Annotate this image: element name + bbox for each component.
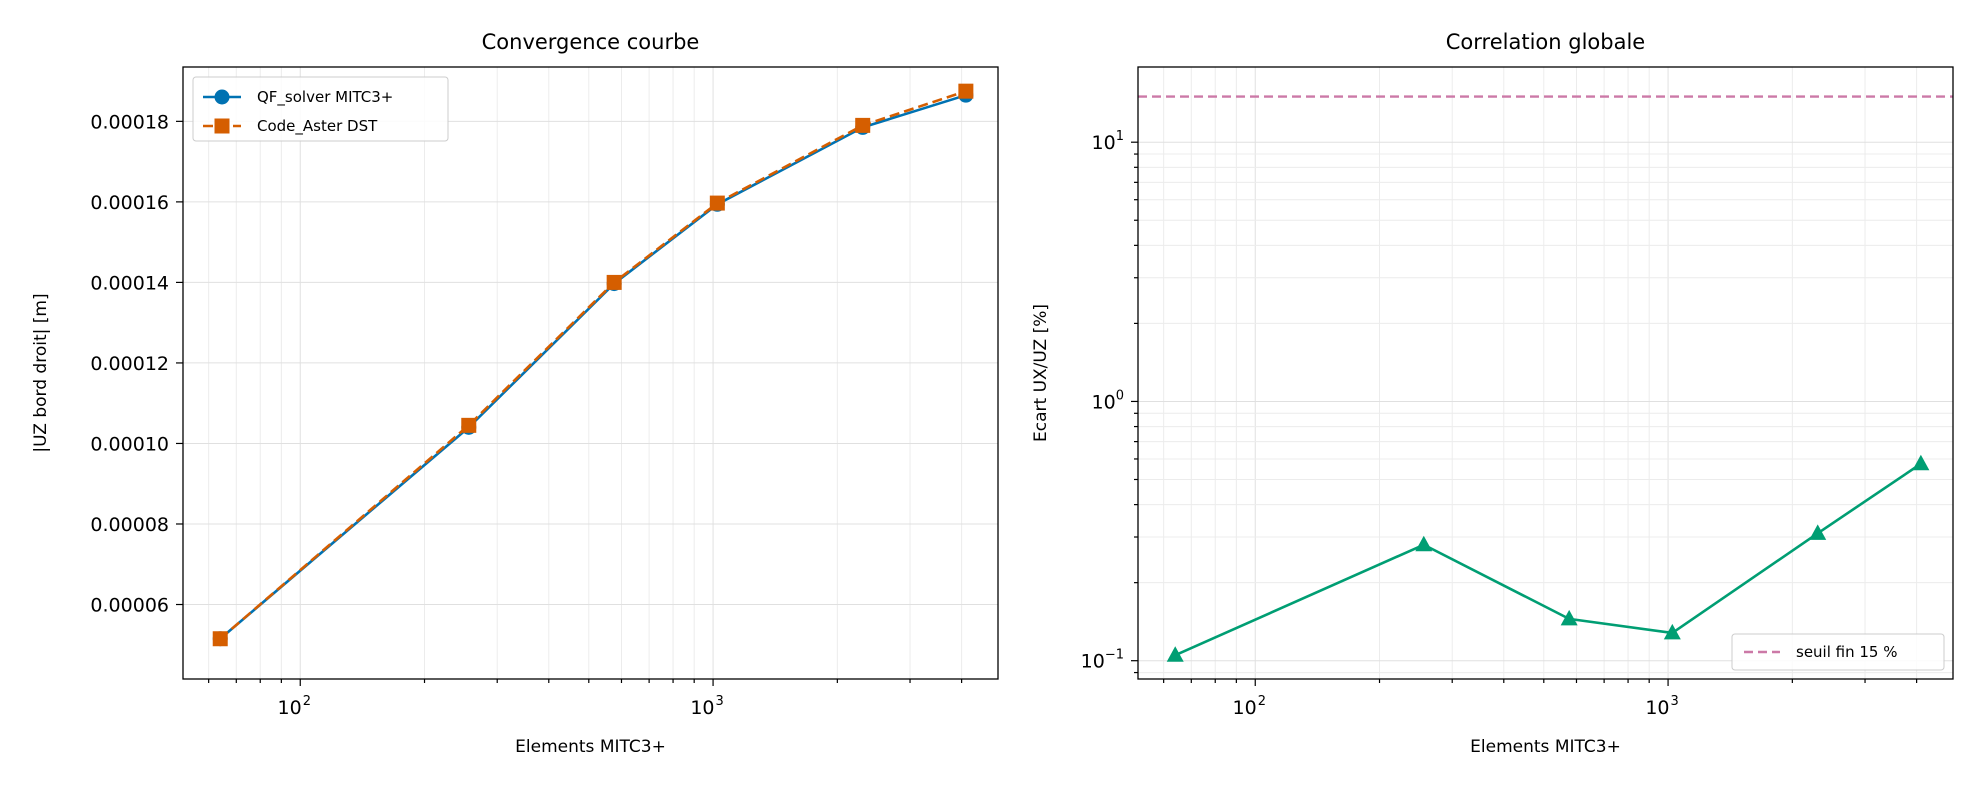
y-tick-label: 0.00008 bbox=[90, 514, 169, 536]
data-point-0 bbox=[1415, 535, 1433, 552]
data-point-1 bbox=[461, 417, 477, 433]
chart-title-left: Convergence courbe bbox=[482, 30, 700, 54]
y-ticks-left: 0.00006 0.00008 0.00010 0.00012 0.00014 0.000… bbox=[90, 111, 183, 617]
data-point-1 bbox=[212, 631, 228, 647]
grid-left bbox=[183, 67, 998, 679]
x-axis-label-left: Elements MITC3+ bbox=[515, 737, 666, 757]
y-axis-label-left: |UZ bord droit| [m] bbox=[31, 293, 51, 452]
grid-right bbox=[1138, 67, 1953, 679]
data-point-0 bbox=[1166, 646, 1184, 662]
data-point-0 bbox=[1912, 454, 1930, 471]
axes-frame-right bbox=[1137, 66, 1954, 680]
y-tick-label: 0.00016 bbox=[90, 192, 169, 214]
x-tick-label: 103 bbox=[1645, 694, 1678, 719]
x-axis-label-right: Elements MITC3+ bbox=[1470, 737, 1621, 757]
y-tick-label: 0.00012 bbox=[90, 353, 169, 375]
data-point-1 bbox=[855, 117, 871, 133]
y-tick-label: 10−1 bbox=[1081, 648, 1124, 673]
legend-right: seuil fin 15 % bbox=[1731, 633, 1945, 671]
legend-label-qf-solver: QF_solver MITC3+ bbox=[257, 88, 393, 107]
legend-left: QF_solver MITC3+ Code_Aster DST bbox=[192, 76, 449, 142]
legend-marker bbox=[214, 89, 230, 105]
data-point-0 bbox=[1809, 524, 1827, 540]
legend-label-code-aster: Code_Aster DST bbox=[257, 117, 378, 136]
chart-left: 102 103 0.000060.000080.000100.000120.000… bbox=[31, 30, 999, 757]
data-point-0 bbox=[1560, 609, 1578, 626]
data-point-1 bbox=[958, 83, 974, 99]
axes-frame-left bbox=[182, 66, 999, 680]
x-tick-label: 103 bbox=[690, 694, 723, 719]
x-ticks-right: 102 103 bbox=[1163, 679, 1918, 719]
x-tick-label: 102 bbox=[278, 694, 311, 719]
series-line-0 bbox=[1174, 462, 1922, 657]
data-point-1 bbox=[709, 195, 725, 211]
series-left bbox=[212, 83, 974, 647]
legend-symbol-qf-solver bbox=[203, 89, 241, 105]
y-ticks-right: 10−1 100 101 bbox=[1081, 129, 1138, 674]
y-tick-label: 0.00006 bbox=[90, 595, 169, 617]
chart-right: 102 103 10−1 100 101 Correlation globale El… bbox=[1031, 30, 1954, 757]
x-ticks-left: 102 103 bbox=[208, 679, 963, 719]
y-tick-label: 100 bbox=[1092, 388, 1124, 413]
chart-title-right: Correlation globale bbox=[1446, 30, 1645, 54]
x-tick-label: 102 bbox=[1233, 694, 1266, 719]
series-line-0 bbox=[219, 93, 967, 640]
y-tick-label: 0.00010 bbox=[90, 433, 169, 455]
legend-label-threshold: seuil fin 15 % bbox=[1796, 643, 1897, 661]
series-line-1 bbox=[219, 89, 967, 640]
y-tick-label: 0.00018 bbox=[90, 111, 169, 133]
data-point-0 bbox=[1663, 623, 1681, 640]
y-tick-label: 0.00014 bbox=[90, 272, 169, 294]
y-axis-label-right: Ecart UX/UZ [%] bbox=[1031, 304, 1051, 442]
data-point-1 bbox=[606, 274, 622, 290]
legend-symbol-code-aster bbox=[203, 118, 241, 134]
y-tick-label: 101 bbox=[1092, 129, 1124, 154]
series-right bbox=[1166, 454, 1930, 662]
legend-box-right bbox=[1731, 633, 1945, 671]
legend-box-left bbox=[192, 76, 449, 142]
legend-marker bbox=[214, 118, 230, 134]
